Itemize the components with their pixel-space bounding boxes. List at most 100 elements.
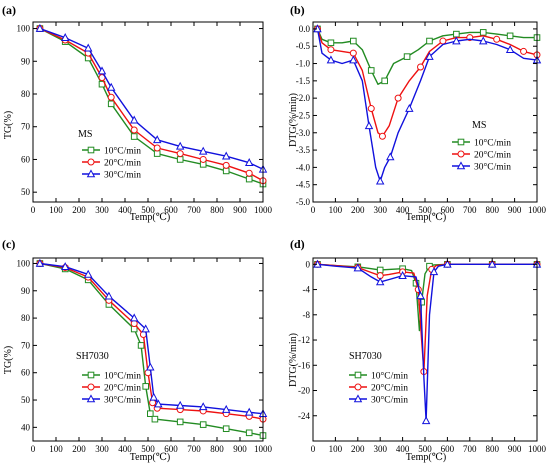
panel-d-x-tick-label: 300 — [373, 444, 387, 454]
panel-b-x-tick-label: 1000 — [528, 205, 547, 215]
panel-c-series-3-point — [149, 392, 158, 401]
panel-d-x-tick-label: 800 — [485, 444, 499, 454]
panel-b-plot: 0 100 200 300 400 500 600 700 800 900 1000 0.0 -0.5 -… — [296, 21, 547, 215]
panel-a-x-tick-label: 900 — [233, 205, 247, 215]
panel-d-series-3-point — [416, 291, 425, 300]
panel-a-series-1-point — [222, 167, 230, 175]
panel-d-y-tick-label: -12 — [298, 335, 310, 345]
panel-a-series-1-line — [39, 27, 264, 185]
panel-b-series-2-point — [493, 35, 501, 43]
panel-d-series-3-point — [375, 277, 385, 286]
panel-b-series-3-point — [452, 36, 461, 45]
panel-a-series-3-point — [97, 66, 107, 75]
panel-a-series-3-point — [83, 43, 93, 52]
panel-a-legend-swatch-marker — [87, 158, 95, 166]
panel-d-series-3-point — [398, 271, 407, 279]
panel-c-x-tick-label: 200 — [72, 444, 86, 454]
panel-b-axes-frame — [312, 21, 538, 203]
panel-d-y-tick-label: -4 — [303, 285, 311, 295]
panel-c-y-tick-label: 90 — [21, 286, 31, 296]
panel-c-x-tick-label: 800 — [210, 444, 224, 454]
panel-d-legend-entry-label: 10°C/min — [371, 371, 408, 382]
panel-c-ylabel: TG(%) — [3, 346, 14, 374]
panel-b-series-1-point — [381, 77, 388, 85]
panel-a-series-1-point — [245, 175, 253, 183]
panel-b-series-2-point — [327, 46, 335, 54]
panel-d: (d) 0 100 200 300 400 500 600 700 800 900 1000 0 -4 -… — [288, 237, 547, 463]
panel-b-legend-entry-label: 20°C/min — [474, 150, 511, 161]
panel-c-series-2-point — [149, 399, 157, 407]
panel-b-series-1-point — [327, 39, 335, 47]
panel-c-xlabel: Temp(℃) — [130, 452, 170, 463]
panel-b-series-3-point — [405, 103, 414, 112]
panel-c-series-1-line — [39, 262, 264, 437]
panel-c-series-3-point — [141, 324, 150, 333]
panel-a-label: (a) — [2, 3, 16, 17]
panel-c-label: (c) — [2, 237, 15, 251]
panel-b-x-tick-label: 500 — [418, 205, 432, 215]
panel-b-series-3-point — [375, 176, 385, 185]
panel-c-y-tick-label: 50 — [21, 395, 31, 405]
panel-a-y-tick-label: 90 — [21, 56, 31, 66]
panel-b-series-3-point — [386, 152, 395, 161]
panel-c-x-tick-label: 100 — [49, 444, 63, 454]
panel-b-x-tick-label: 0 — [311, 205, 316, 215]
panel-d-series-3-point — [353, 263, 363, 272]
panel-d-legend-entry-label: 20°C/min — [371, 383, 408, 394]
panel-a-y-tick-label: 60 — [21, 154, 31, 164]
panel-b-series-1-point — [506, 32, 514, 40]
panel-c-series-3-point — [244, 407, 254, 416]
panel-a-sample-label: MS — [78, 129, 92, 140]
panel-a-series-3-point — [175, 141, 185, 150]
panel-c-x-tick-label: 1000 — [254, 444, 273, 454]
panel-d-x-tick-label: 700 — [463, 444, 477, 454]
panel-d-y-tick-label: -20 — [298, 386, 310, 396]
panel-b-series-2-point — [394, 94, 402, 102]
panel-c-series-1-point — [130, 325, 138, 333]
panel-a-xlabel: Temp(℃) — [130, 212, 170, 223]
panel-a-series-3-point — [198, 146, 208, 155]
panel-a-series-1-point — [176, 156, 184, 163]
panel-b-y-tick-label: -1.0 — [296, 59, 311, 69]
panel-c-series-3-line — [39, 262, 264, 415]
panel-c-y-tick-label: 40 — [21, 422, 31, 432]
panel-b-y-tick-label: -2.5 — [296, 110, 311, 120]
panel-c-x-tick-label: 400 — [118, 444, 132, 454]
panel-d-x-tick-label: 100 — [329, 444, 343, 454]
panel-a-series-2-point — [245, 169, 253, 177]
panel-c-series-3-point — [146, 362, 155, 371]
panel-c-x-tick-label: 600 — [164, 444, 178, 454]
panel-c-legend-entry-label: 10°C/min — [104, 371, 141, 382]
panel-c-series-3-point — [198, 402, 208, 411]
panel-b-series-2-point — [349, 49, 357, 57]
panel-d-x-tick-label: 1000 — [528, 444, 547, 454]
panel-b-y-tick-label: -5.0 — [296, 197, 311, 207]
panel-a-x-tick-label: 0 — [31, 205, 36, 215]
panel-c-series-3-point — [35, 258, 45, 267]
panel-b-series-2-point — [417, 63, 425, 71]
panel-b-legend-swatch-marker — [456, 161, 466, 170]
panel-c-x-tick-label: 300 — [95, 444, 109, 454]
panel-b-x-tick-label: 300 — [373, 205, 387, 215]
panel-d-y-tick-label: -16 — [298, 360, 310, 370]
panel-b-label: (b) — [290, 3, 305, 17]
panel-b-x-tick-label: 400 — [396, 205, 410, 215]
panel-d-label: (d) — [290, 237, 305, 251]
panel-a-series-3-point — [221, 151, 231, 160]
panel-d-series-3-point — [421, 416, 431, 425]
panel-c-series-1-point — [142, 383, 149, 390]
panel-c-legend-swatch-marker — [87, 371, 95, 379]
panel-d-x-tick-label: 0 — [311, 444, 316, 454]
panel-a-x-tick-label: 200 — [72, 205, 86, 215]
panel-d-y-tick-label: 0 — [306, 259, 311, 269]
panel-a-series-2-point — [130, 126, 138, 134]
panel-c-series-3-point — [104, 291, 114, 300]
panel-a-plot: 0 100 200 300 400 500 600 700 800 900 1000 50 60 70 80… — [17, 21, 273, 215]
panel-c-legend-entry-label: 30°C/min — [104, 395, 141, 406]
panel-c-series-3-point — [83, 269, 93, 278]
panel-c-series-1-point — [245, 429, 253, 437]
panel-d-legend-entry-label: 30°C/min — [371, 395, 408, 406]
panel-b-x-tick-label: 900 — [508, 205, 522, 215]
panel-a-legend-entry-label: 20°C/min — [104, 158, 141, 169]
panel-a-x-tick-label: 800 — [210, 205, 224, 215]
